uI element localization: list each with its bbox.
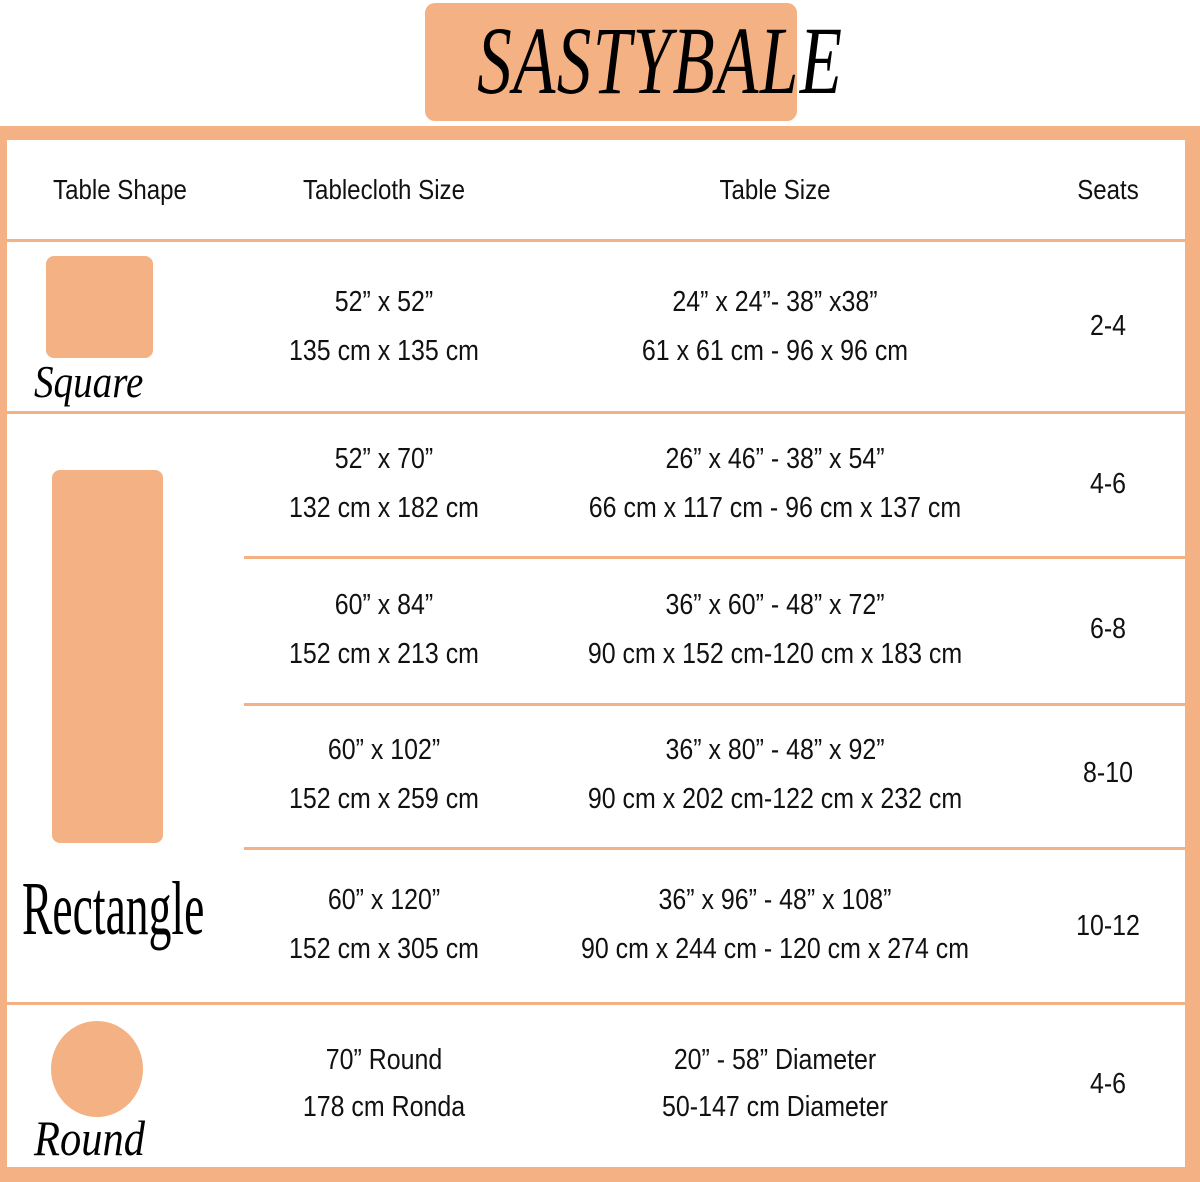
seats: 2-4 xyxy=(1089,310,1127,342)
table-size-cm: 90 cm x 244 cm - 120 cm x 274 cm xyxy=(580,933,970,965)
tablecloth-cm: 135 cm x 135 cm xyxy=(289,335,479,367)
table-size-cm: 90 cm x 152 cm-120 cm x 183 cm xyxy=(587,638,963,670)
seats: 4-6 xyxy=(1089,468,1127,500)
round-label: Round xyxy=(34,1110,145,1166)
tablecloth-inches: 60” x 102” xyxy=(327,734,441,766)
tablecloth-cm: 152 cm x 213 cm xyxy=(289,638,479,670)
table-size-inches: 36” x 96” - 48” x 108” xyxy=(658,884,892,916)
size-table xyxy=(7,140,1185,1167)
square-label: Square xyxy=(34,356,144,407)
brand-logo: SASTYBALE xyxy=(425,3,844,121)
tablecloth-inches: 60” x 120” xyxy=(327,884,441,916)
tablecloth-cm: 152 cm x 305 cm xyxy=(289,933,479,965)
table-size-inches: 36” x 80” - 48” x 92” xyxy=(665,734,885,766)
table-size-cm: 61 x 61 cm - 96 x 96 cm xyxy=(641,335,909,367)
header-table-shape: Table Shape xyxy=(53,174,187,205)
header-tablecloth-size: Tablecloth Size xyxy=(303,174,465,205)
table-size-cm: 90 cm x 202 cm-122 cm x 232 cm xyxy=(587,783,963,815)
tablecloth-cm: 152 cm x 259 cm xyxy=(289,783,479,815)
header-seats: Seats xyxy=(1077,174,1139,205)
table-size-cm: 50-147 cm Diameter xyxy=(662,1091,888,1123)
table-size-inches: 24” x 24”- 38” x38” xyxy=(672,286,878,318)
seats: 10-12 xyxy=(1076,910,1140,942)
seats: 6-8 xyxy=(1089,613,1127,645)
divider xyxy=(244,556,1185,559)
divider xyxy=(7,239,1185,242)
tablecloth-inches: 70” Round xyxy=(325,1044,443,1076)
brand-name: SASTYBALE xyxy=(477,7,844,114)
table-size-inches: 36” x 60” - 48” x 72” xyxy=(665,589,885,621)
table-size-inches: 20” - 58” Diameter xyxy=(673,1044,877,1076)
tablecloth-inches: 52” x 70” xyxy=(334,443,434,475)
rectangle-label: Rectangle xyxy=(22,867,205,951)
divider xyxy=(244,847,1185,850)
table-size-inches: 26” x 46” - 38” x 54” xyxy=(665,443,885,475)
rectangle-shape-icon xyxy=(52,470,163,843)
tablecloth-cm: 178 cm Ronda xyxy=(302,1091,466,1123)
round-shape-icon xyxy=(51,1021,143,1117)
divider xyxy=(7,1002,1185,1005)
tablecloth-inches: 60” x 84” xyxy=(334,589,434,621)
tablecloth-inches: 52” x 52” xyxy=(334,286,434,318)
divider xyxy=(7,411,1185,414)
seats: 4-6 xyxy=(1089,1068,1127,1100)
header-table-size: Table Size xyxy=(719,174,831,205)
tablecloth-cm: 132 cm x 182 cm xyxy=(289,492,479,524)
seats: 8-10 xyxy=(1083,757,1133,789)
table-size-cm: 66 cm x 117 cm - 96 cm x 137 cm xyxy=(588,492,962,524)
divider xyxy=(244,703,1185,706)
square-shape-icon xyxy=(46,256,153,358)
